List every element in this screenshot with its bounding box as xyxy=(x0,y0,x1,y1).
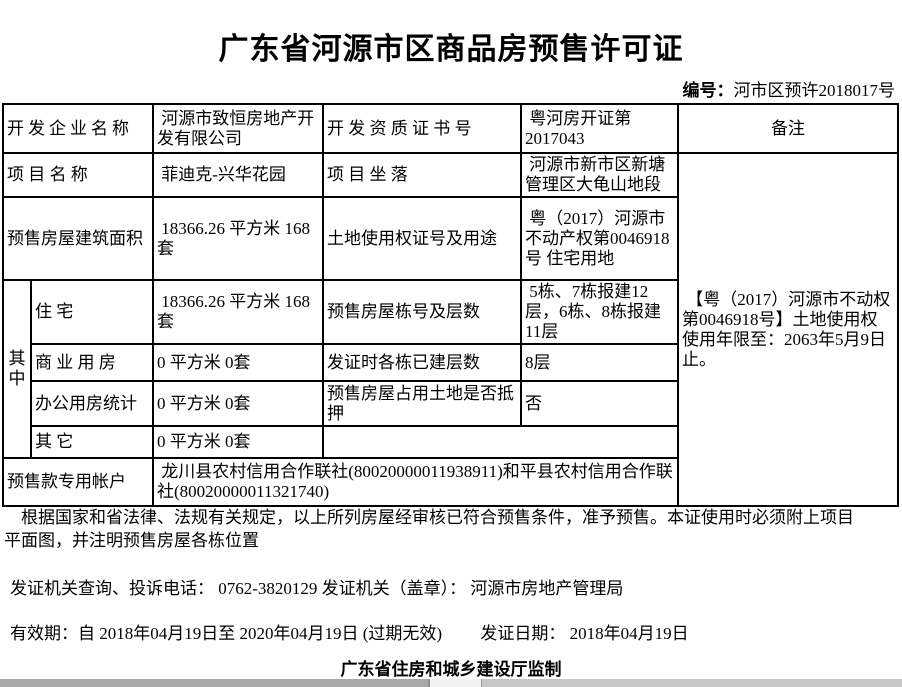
table-row: 项 目 名 称 菲迪克-兴华花园 项 目 坐 落 河源市新市区新塘管理区大龟山地… xyxy=(2,152,899,507)
remark-header: 备注 xyxy=(677,103,899,154)
area-value: 18366.26 平方米 168套 xyxy=(152,196,324,281)
table-row: 商 业 用 房 0 平方米 0套 发证时各栋已建层数 8层 xyxy=(3,343,898,382)
area-label: 预售房屋建筑面积 xyxy=(2,196,154,281)
office-label: 办公用房统计 xyxy=(30,380,154,427)
account-label: 预售款专用帐户 xyxy=(2,457,154,507)
land-cert-label: 土地使用权证号及用途 xyxy=(322,196,522,281)
permit-number: 编号：河市区预许2018017号 xyxy=(683,76,896,101)
project-name-label: 项 目 名 称 xyxy=(2,152,154,198)
permit-number-value: 河市区预许2018017号 xyxy=(733,81,896,100)
approval-notice: 根据国家和省法律、法规有关规定，以上所列房屋经审核已符合预售条件，准予预售。本证… xyxy=(4,508,854,550)
remark-value: 【粤（2017）河源市不动权第0046918号】土地使用权使用年限至：2063年… xyxy=(677,152,899,507)
permit-number-label: 编号： xyxy=(682,81,734,100)
built-floors-value: 8层 xyxy=(520,343,679,382)
page-title: 广东省河源市区商品房预售许可证 xyxy=(218,33,684,66)
other-value: 0 平方米 0套 xyxy=(152,425,324,459)
table-row: 办公用房统计 0 平方米 0套 预售房屋占用土地是否抵押 否 xyxy=(3,380,898,427)
scrollbar-track-gap xyxy=(430,679,482,687)
horizontal-scrollbar[interactable] xyxy=(0,679,902,687)
table-row: 预售款专用帐户 龙川县农村信用合作联社(80020000011938911)和平… xyxy=(2,457,898,507)
mortgage-value: 否 xyxy=(520,380,679,427)
location-label: 项 目 坐 落 xyxy=(322,152,522,198)
developer-label: 开发企业名称 xyxy=(2,103,154,154)
project-name-value: 菲迪克-兴华花园 xyxy=(152,152,324,198)
issuing-authority-line: 发证机关查询、投诉电话： 0762-3820129 发证机关（盖章）： 河源市房… xyxy=(10,579,624,598)
developer-value: 河源市致恒房地产开发有限公司 xyxy=(152,103,324,154)
location-value: 河源市新市区新塘管理区大龟山地段 xyxy=(520,152,679,198)
residence-label: 住 宅 xyxy=(30,279,154,345)
office-value: 0 平方米 0套 xyxy=(152,380,324,427)
scrollbar-thumb[interactable] xyxy=(0,679,430,687)
table-row: 其中 住 宅 18366.26 平方米 168套 预售房屋栋号及层数 5栋、7栋… xyxy=(2,279,898,459)
among-label: 其中 xyxy=(2,279,32,459)
built-floors-label: 发证时各栋已建层数 xyxy=(322,343,522,382)
other-label: 其 它 xyxy=(30,425,154,459)
table-row: 其 它 0 平方米 0套 xyxy=(3,425,898,459)
commercial-label: 商 业 用 房 xyxy=(30,343,154,382)
residence-value: 18366.26 平方米 168套 xyxy=(152,279,324,345)
building-floors-value: 5栋、7栋报建12层，6栋、8栋报建11层 xyxy=(520,279,679,345)
table-row: 预售房屋建筑面积 18366.26 平方米 168套 土地使用权证号及用途 粤（… xyxy=(2,196,898,281)
empty-cell xyxy=(322,425,679,459)
account-value: 龙川县农村信用合作联社(80020000011938911)和平县农村信用合作联… xyxy=(152,457,679,507)
commercial-value: 0 平方米 0套 xyxy=(152,343,324,382)
supervisor-line: 广东省住房和城乡建设厅监制 xyxy=(340,660,562,679)
mortgage-label: 预售房屋占用土地是否抵押 xyxy=(322,380,522,427)
qualification-label: 开 发 资 质 证 书 号 xyxy=(322,103,522,154)
land-cert-value: 粤（2017）河源市不动产权第0046918号 住宅用地 xyxy=(520,196,679,281)
validity-line: 有效期：自 2018年04月19日至 2020年04月19日 (过期无效) 发证… xyxy=(10,624,689,643)
table-row: 开发企业名称 河源市致恒房地产开发有限公司 开 发 资 质 证 书 号 粤河房开… xyxy=(2,103,899,154)
building-floors-label: 预售房屋栋号及层数 xyxy=(322,279,522,345)
qualification-value: 粤河房开证第2017043 xyxy=(520,103,679,154)
permit-table: 开发企业名称 河源市致恒房地产开发有限公司 开 发 资 质 证 书 号 粤河房开… xyxy=(2,103,899,507)
